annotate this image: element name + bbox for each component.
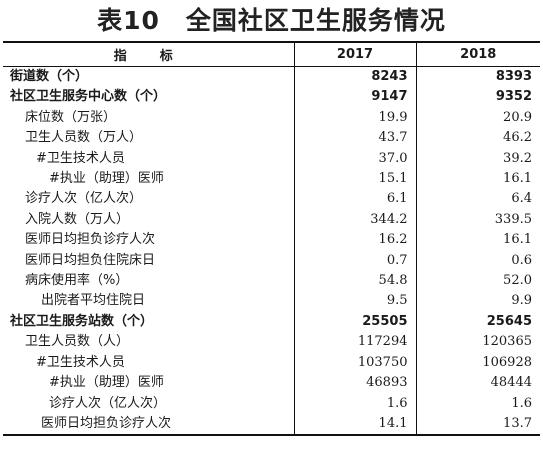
table-body: 街道数（个） 8243 8393 社区卫生服务中心数（个） 9147 9352 床位数（万张… [3,66,540,437]
value-2017: 0.7 [293,250,416,272]
row-label: 卫生人员数（人） [25,334,130,350]
row-label: 床位数（万张） [25,109,117,125]
table-row: 医师日均担负诊疗人次 16.2 16.1 [3,230,540,251]
value-2017: 46893 [293,373,416,394]
value-2017: 37.0 [293,148,416,170]
row-label: 社区卫生服务站数（个） [10,313,154,329]
header-row: 指 标 2017 2018 [3,41,540,67]
value-2017: 117294 [293,332,416,353]
table-row: #执业（助理）医师 15.1 16.1 [3,169,540,190]
value-2018: 9352 [415,87,540,108]
value-2018: 6.4 [415,189,540,210]
table-row: 街道数（个） 8243 8393 [3,66,540,88]
table-row: 病床使用率（%） 54.8 52.0 [3,271,540,292]
value-2017: 54.8 [293,271,416,292]
value-2018: 0.6 [415,250,540,272]
value-2017: 1.6 [293,393,416,414]
row-label: #卫生技术人员 [36,354,125,370]
table-row: #执业（助理）医师 46893 48444 [3,373,540,394]
table-row: 社区卫生服务中心数（个） 9147 9352 [3,87,540,108]
row-label: 社区卫生服务中心数（个） [10,89,167,105]
row-label: 诊疗人次（亿人次） [25,191,143,207]
row-label: 医师日均担负诊疗人次 [25,232,156,248]
stats-table: 指 标 2017 2018 街道数（个） 8243 8393 社区卫生服务中心数（个）… [3,41,540,437]
value-2017: 16.2 [293,230,416,251]
header-year-2017: 2017 [293,41,416,67]
table-row: 卫生人员数（万人） 43.7 46.2 [3,128,540,149]
value-2018: 13.7 [415,413,540,437]
row-label: 入院人数（万人） [25,211,130,227]
header-indicator: 指 标 [3,41,294,67]
table-row: 社区卫生服务站数（个） 25505 25645 [3,311,540,333]
value-2017: 6.1 [293,189,416,210]
value-2018: 52.0 [415,271,540,292]
row-label: 卫生人员数（万人） [25,130,143,146]
table-row: 诊疗人次（亿人次） 6.1 6.4 [3,189,540,210]
table-row: 床位数（万张） 19.9 20.9 [3,107,540,129]
value-2018: 39.2 [415,148,540,170]
row-label: #执业（助理）医师 [49,171,164,187]
value-2018: 20.9 [415,107,540,129]
value-2018: 106928 [415,352,540,374]
value-2017: 103750 [293,352,416,374]
table-header: 指 标 2017 2018 [3,41,540,67]
value-2017: 344.2 [293,209,416,231]
value-2017: 14.1 [293,413,416,437]
value-2018: 339.5 [415,209,540,231]
value-2018: 48444 [415,373,540,394]
value-2017: 8243 [293,66,416,88]
row-label: 出院者平均住院日 [41,293,146,309]
value-2017: 43.7 [293,128,416,149]
value-2018: 16.1 [415,230,540,251]
value-2018: 25645 [415,311,540,333]
value-2018: 9.9 [415,291,540,312]
row-label: #执业（助理）医师 [49,375,164,391]
table-row: #卫生技术人员 37.0 39.2 [3,148,540,170]
table-row: 医师日均担负住院床日 0.7 0.6 [3,250,540,272]
value-2017: 9.5 [293,291,416,312]
header-year-2018: 2018 [415,41,540,67]
value-2018: 1.6 [415,393,540,414]
row-label: 医师日均担负诊疗人次 [3,413,294,437]
value-2018: 120365 [415,332,540,353]
value-2018: 16.1 [415,169,540,190]
value-2017: 9147 [293,87,416,108]
table-row: 医师日均担负诊疗人次 14.1 13.7 [3,413,540,437]
row-label: 诊疗人次（亿人次） [49,395,167,411]
value-2017: 15.1 [293,169,416,190]
table-row: 出院者平均住院日 9.5 9.9 [3,291,540,312]
table-row: 诊疗人次（亿人次） 1.6 1.6 [3,393,540,414]
table-row: #卫生技术人员 103750 106928 [3,352,540,374]
row-label: 医师日均担负住院床日 [25,252,156,268]
row-label: 街道数（个） [10,69,89,84]
table-title: 表10 全国社区卫生服务情况 [97,6,446,35]
value-2017: 25505 [293,311,416,333]
value-2018: 46.2 [415,128,540,149]
value-2017: 19.9 [293,107,416,129]
value-2018: 8393 [415,66,540,88]
table-row: 入院人数（万人） 344.2 339.5 [3,209,540,231]
table-row: 卫生人员数（人） 117294 120365 [3,332,540,353]
row-label: 病床使用率（%） [25,273,129,289]
row-label: #卫生技术人员 [36,150,125,166]
